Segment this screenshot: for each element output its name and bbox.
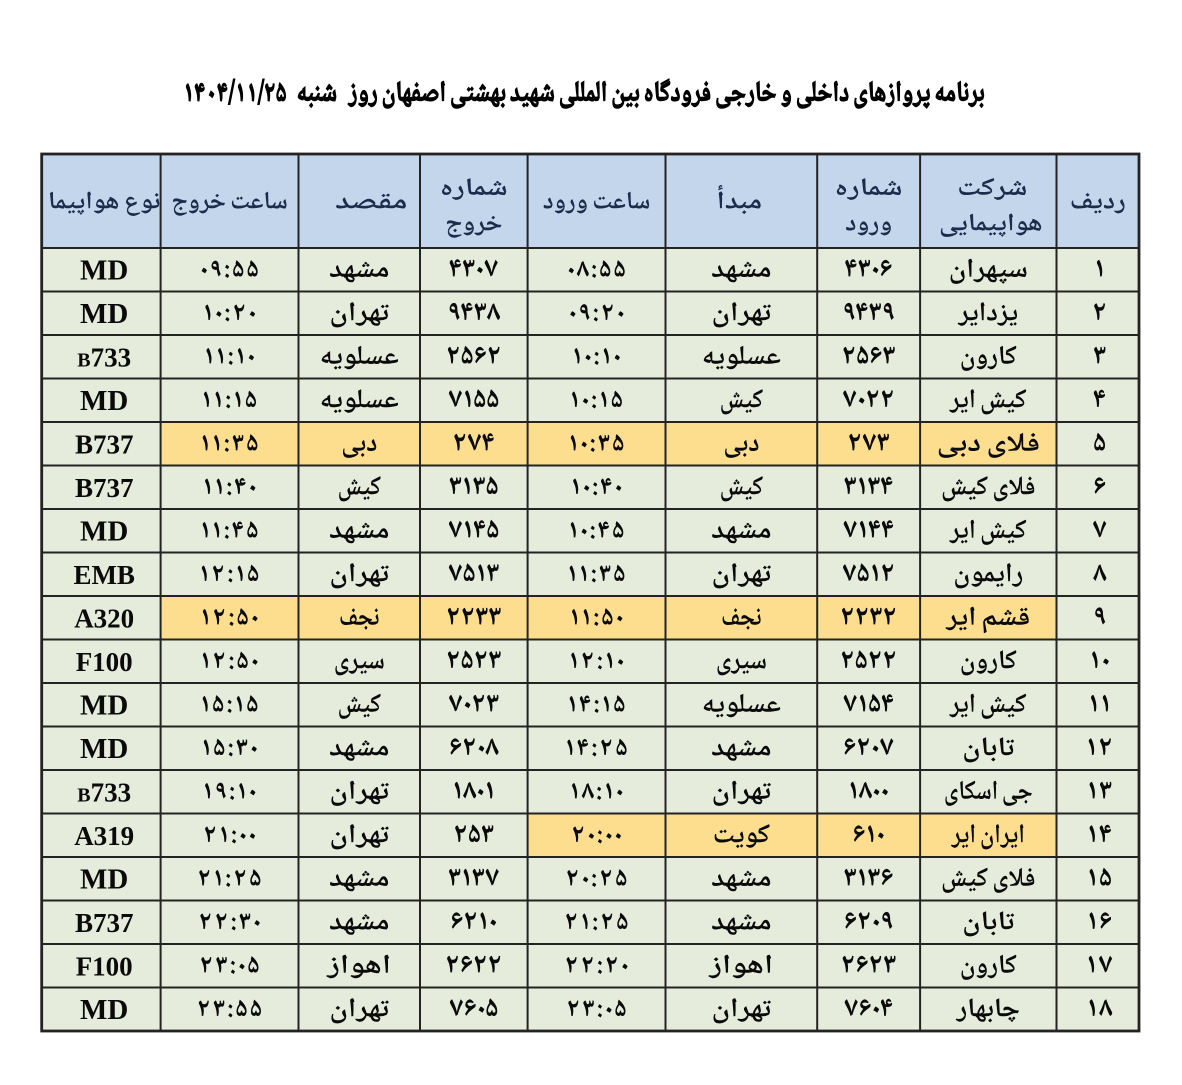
svg-text:B737: B737 bbox=[75, 473, 134, 503]
svg-text:B733: B733 bbox=[77, 343, 131, 373]
svg-text:MD: MD bbox=[80, 516, 128, 548]
svg-text:MD: MD bbox=[80, 994, 128, 1026]
svg-text:MD: MD bbox=[80, 298, 128, 330]
svg-text:F100: F100 bbox=[76, 647, 133, 677]
svg-text:A319: A319 bbox=[74, 821, 134, 851]
svg-text:MD: MD bbox=[80, 733, 128, 765]
svg-text:F100: F100 bbox=[76, 952, 133, 982]
svg-text:MD: MD bbox=[80, 255, 128, 287]
svg-text:A320: A320 bbox=[74, 604, 134, 634]
svg-text:MD: MD bbox=[80, 690, 128, 722]
svg-text:EMB: EMB bbox=[73, 560, 135, 590]
svg-text:MD: MD bbox=[80, 385, 128, 417]
svg-text:MD: MD bbox=[80, 864, 128, 896]
svg-text:B737: B737 bbox=[75, 908, 134, 938]
svg-text:B737: B737 bbox=[75, 430, 134, 460]
